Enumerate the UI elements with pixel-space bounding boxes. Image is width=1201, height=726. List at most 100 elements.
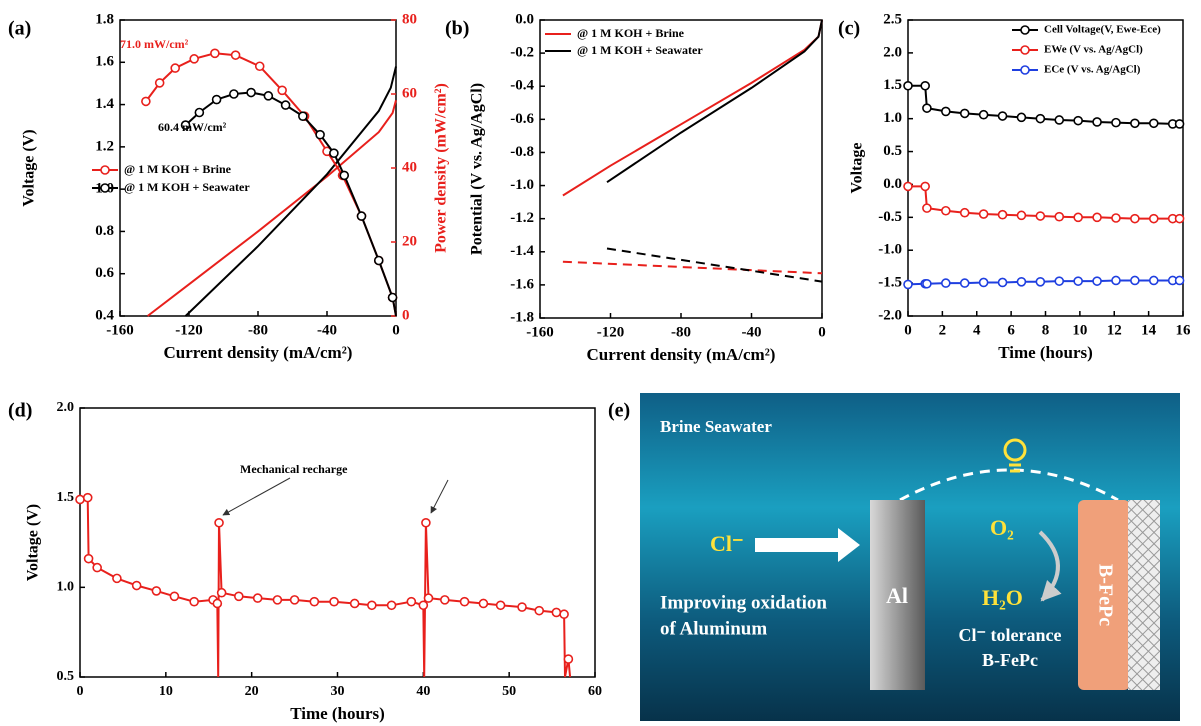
x-tick-label: 16 [1176,322,1192,338]
y-axis-label: Voltage [849,143,866,194]
data-marker [189,54,199,64]
data-marker [92,562,102,573]
scene-title: Brine Seawater [660,417,772,436]
data-marker [367,600,377,611]
data-marker [1035,113,1046,124]
x-tick-label: 14 [1141,322,1157,338]
tolerance-line: B-FePc [982,650,1038,670]
data-marker [1174,213,1185,224]
y-tick-label: -1.0 [878,242,902,258]
annotation-arrow [430,479,449,514]
caption-line: Improving oxidation [660,592,827,613]
data-marker [252,593,263,603]
data-marker [298,111,308,121]
data-marker [272,595,283,605]
y-tick-label: 0.4 [95,307,114,323]
y-tick-label: 1.8 [95,11,114,27]
y-tick-label: 0.5 [57,669,75,684]
x-tick-label: 50 [502,684,516,699]
data-marker [1148,213,1159,224]
legend-label: @ 1 M KOH + Seawater [577,43,703,57]
anode-label: Al [886,583,908,608]
legend-marker [1020,65,1030,75]
schematic: (e) Brine Seawater Al B-FePc Cl⁻ Improvi… [608,393,1180,721]
y-tick-label: 0.0 [515,11,534,27]
ion-label: Cl⁻ [710,531,744,556]
reaction-arrow [1038,530,1062,602]
caption-line: of Aluminum [660,618,767,639]
data-marker [421,517,431,528]
data-marker [1054,276,1065,286]
data-marker [920,80,930,91]
data-marker [373,255,384,266]
data-marker [559,609,569,620]
y-tick-label: -0.6 [510,111,534,127]
data-marker [82,492,93,503]
x-tick-label: 10 [159,684,173,699]
data-marker [941,278,951,288]
annotation: 71.0 mW/cm² [120,37,189,51]
y-axis-label: Voltage (V) [21,129,38,206]
data-marker [1111,213,1121,223]
data-marker [1092,117,1102,127]
x-tick-label: 20 [245,684,259,699]
data-marker [339,170,350,181]
panel-label: (c) [838,18,860,40]
data-marker [1073,276,1083,286]
data-marker [315,129,325,140]
panel-label: (a) [8,18,31,40]
data-marker [75,494,85,505]
data-marker [1111,275,1121,286]
x-tick-label: 60 [588,684,602,699]
panel-label: (b) [445,18,469,40]
plot-frame [79,407,596,678]
y-tick-label: -0.5 [878,209,902,225]
data-marker [230,50,241,60]
data-marker [280,100,291,110]
data-marker [551,607,562,618]
x-tick-label: 10 [1072,322,1087,338]
data-marker [959,278,970,288]
data-marker [1016,210,1027,221]
x-tick-label: -40 [742,324,762,340]
data-marker [418,600,429,611]
x-tick-label: 2 [939,322,947,338]
y2-tick-label: 0 [402,307,410,323]
dashed-line [606,247,823,283]
recharge-arrows [222,477,449,516]
product-label: H₂O [982,585,1023,610]
data-marker [170,63,180,73]
data-marker [329,148,339,158]
y-tick-label: -0.4 [510,78,534,94]
legend-label: ECe (V vs. Ag/AgCl) [1044,64,1141,76]
legend-label: @ 1 M KOH + Brine [124,162,232,176]
data-marker [246,87,256,98]
data-marker [922,278,932,289]
data-marker [1130,118,1140,129]
bulb-icon [1003,438,1027,473]
data-marker [309,596,320,607]
data-marker [903,181,913,192]
data-marker [212,598,223,609]
panel-label: (e) [608,400,630,422]
x-axis-label: Current density (mA/cm²) [164,343,353,362]
cathode-electrode [1078,500,1130,690]
data-marker [1130,213,1140,224]
data-marker [997,209,1008,220]
y2-tick-label: 40 [402,159,417,175]
y-tick-label: 1.0 [57,580,75,595]
legend-label: EWe (V vs. Ag/AgCl) [1044,44,1143,56]
x-tick-label: -40 [317,322,337,338]
y-tick-label: 0.5 [883,143,902,159]
data-marker [941,106,951,117]
data-marker [1054,115,1065,125]
tolerance-line: Cl⁻ tolerance [959,625,1062,645]
data-marker [169,591,180,602]
data-marker [1035,276,1046,287]
data-marker [1054,211,1065,222]
y2-axis-label: Power density (mW/cm²) [433,83,450,253]
data-marker [131,580,142,591]
data-marker [229,89,239,99]
annotation-arrow [222,477,291,516]
data-marker [387,292,398,303]
